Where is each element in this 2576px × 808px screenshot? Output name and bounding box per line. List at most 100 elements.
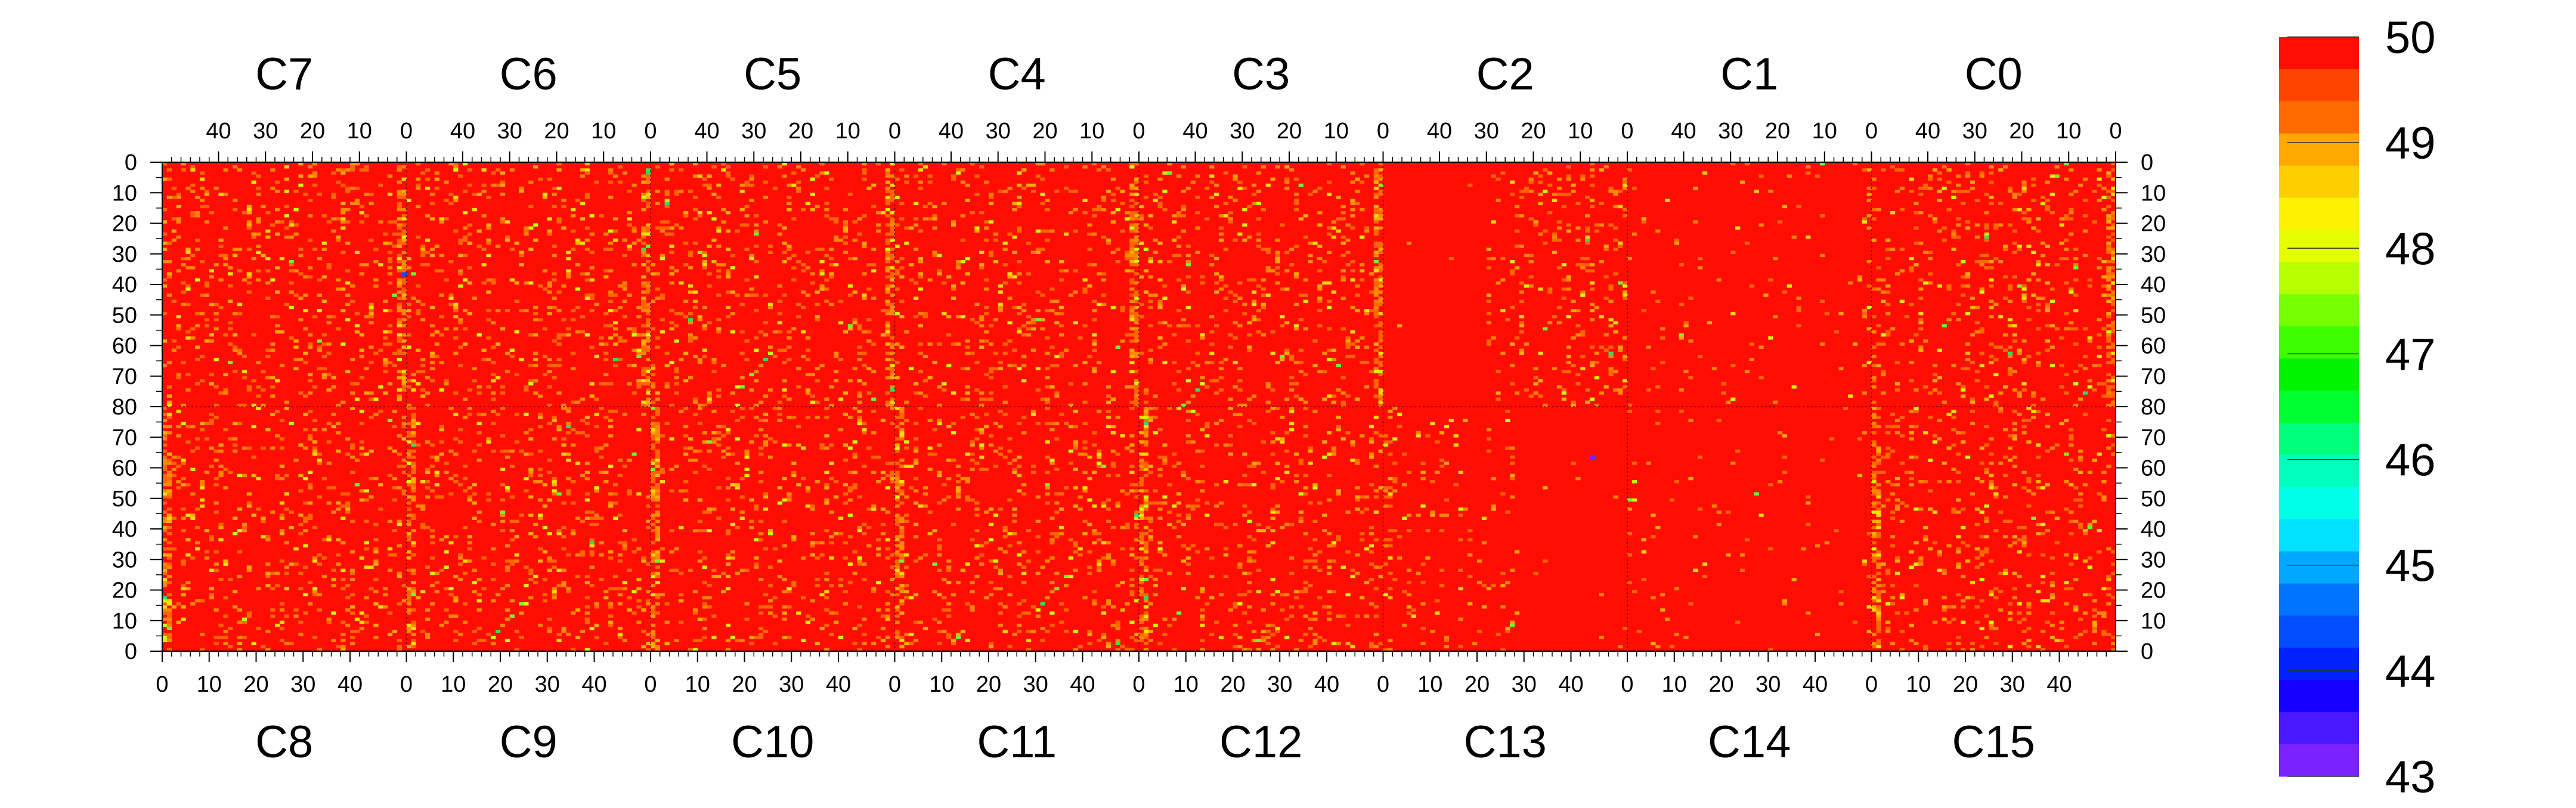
heatmap-cell	[166, 553, 172, 557]
heatmap-cell	[1045, 309, 1050, 312]
heatmap-cell	[1209, 342, 1215, 346]
heatmap-cell	[1233, 321, 1238, 324]
heatmap-cell	[683, 351, 689, 355]
heatmap-cell	[1510, 364, 1515, 367]
heatmap-cell	[237, 507, 243, 511]
heatmap-cell	[345, 302, 351, 307]
heatmap-cell	[2007, 299, 2013, 304]
heatmap-cell	[749, 440, 754, 444]
heatmap-cell	[646, 400, 651, 404]
heatmap-cell	[674, 382, 679, 386]
heatmap-cell	[171, 605, 177, 609]
heatmap-cell	[2049, 364, 2055, 367]
heatmap-cell	[885, 299, 890, 304]
heatmap-cell	[885, 223, 890, 227]
heatmap-cell	[251, 403, 256, 407]
heatmap-cell	[519, 253, 524, 258]
heatmap-cell	[1571, 299, 1576, 304]
heatmap-cell	[401, 373, 407, 377]
heatmap-cell	[298, 587, 304, 590]
heatmap-cell	[979, 250, 984, 255]
heatmap-cell	[2064, 256, 2069, 261]
heatmap-cell	[547, 232, 552, 236]
heatmap-cell	[176, 373, 181, 377]
heatmap-cell	[162, 162, 168, 166]
heatmap-cell	[392, 425, 398, 429]
heatmap-cell	[2021, 211, 2027, 215]
heatmap-cell	[1974, 379, 1980, 383]
heatmap-cell	[561, 318, 566, 321]
heatmap-cell	[491, 171, 496, 175]
heatmap-cell	[651, 633, 656, 636]
heatmap-cell	[885, 242, 890, 245]
heatmap-cell	[308, 581, 313, 584]
heatmap-cell	[871, 263, 877, 267]
heatmap-cell	[1881, 290, 1886, 294]
heatmap-cell	[974, 174, 980, 178]
heatmap-cell	[2106, 379, 2111, 383]
heatmap-cell	[1214, 183, 1219, 187]
heatmap-cell	[608, 434, 614, 438]
heatmap-cell	[772, 187, 778, 190]
heatmap-cell	[2111, 214, 2116, 218]
heatmap-cell	[1303, 278, 1308, 282]
heatmap-cell	[162, 519, 168, 524]
heatmap-cell	[617, 165, 623, 169]
heatmap-cell	[1134, 318, 1140, 321]
heatmap-cell	[1181, 229, 1187, 233]
heatmap-cell	[411, 489, 416, 493]
heatmap-cell	[524, 565, 529, 569]
heatmap-cell	[538, 177, 543, 181]
heatmap-cell	[894, 272, 900, 275]
heatmap-cell	[1594, 361, 1600, 364]
heatmap-cell	[213, 318, 219, 321]
heatmap-cell	[1974, 321, 1980, 324]
heatmap-cell	[331, 611, 336, 615]
heatmap-cell	[655, 571, 661, 575]
heatmap-cell	[1961, 388, 1966, 392]
heatmap-cell	[463, 239, 468, 242]
heatmap-cell	[2021, 299, 2027, 304]
heatmap-cell	[1082, 165, 1088, 169]
heatmap-cell	[1928, 174, 1933, 178]
heatmap-cell	[509, 495, 515, 499]
heatmap-cell	[1965, 351, 1971, 355]
heatmap-cell	[1961, 293, 1966, 297]
heatmap-cell	[894, 269, 900, 273]
heatmap-cell	[336, 239, 341, 242]
heatmap-cell	[331, 385, 336, 389]
heatmap-cell	[256, 407, 261, 410]
heatmap-cell	[1139, 302, 1144, 307]
heatmap-cell	[166, 627, 172, 630]
heatmap-cell	[688, 250, 693, 255]
heatmap-cell	[927, 342, 933, 346]
heatmap-cell	[1871, 208, 1877, 212]
heatmap-cell	[416, 177, 421, 181]
heatmap-cell	[552, 376, 557, 380]
heatmap-cell	[1885, 290, 1891, 294]
heatmap-cell	[261, 645, 266, 649]
heatmap-cell	[369, 309, 374, 312]
heatmap-cell	[1528, 284, 1534, 288]
heatmap-cell	[679, 281, 684, 285]
heatmap-cell	[429, 247, 435, 251]
heatmap-cell	[979, 165, 984, 169]
heatmap-cell	[458, 239, 463, 242]
heatmap-cell	[246, 211, 252, 215]
heatmap-cell	[425, 187, 431, 190]
heatmap-cell	[1974, 260, 1980, 264]
heatmap-cell	[514, 413, 519, 416]
heatmap-cell	[401, 416, 407, 419]
heatmap-cell	[664, 199, 670, 202]
heatmap-cell	[2069, 211, 2074, 215]
heatmap-cell	[275, 190, 280, 193]
heatmap-cell	[275, 232, 280, 236]
heatmap-cell	[2111, 309, 2116, 312]
heatmap-cell	[561, 568, 566, 572]
heatmap-cell	[509, 278, 515, 282]
heatmap-cell	[1871, 287, 1877, 291]
heatmap-cell	[646, 339, 651, 343]
heatmap-cell	[185, 483, 191, 487]
heatmap-cell	[1524, 284, 1529, 288]
heatmap-cell	[914, 202, 919, 206]
